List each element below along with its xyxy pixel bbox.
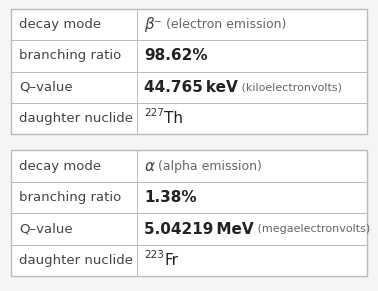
Text: Q–value: Q–value xyxy=(19,81,73,94)
Text: (electron emission): (electron emission) xyxy=(162,18,287,31)
Text: 5.04219 MeV: 5.04219 MeV xyxy=(144,221,254,237)
Text: branching ratio: branching ratio xyxy=(19,49,121,62)
Text: decay mode: decay mode xyxy=(19,160,101,173)
Text: decay mode: decay mode xyxy=(19,18,101,31)
Text: 223: 223 xyxy=(144,250,164,260)
Text: 44.765 keV: 44.765 keV xyxy=(144,80,238,95)
Text: 98.62%: 98.62% xyxy=(144,48,208,63)
Text: (kiloelectronvolts): (kiloelectronvolts) xyxy=(238,82,342,92)
Text: daughter nuclide: daughter nuclide xyxy=(19,254,133,267)
Bar xyxy=(11,9,367,134)
Text: (alpha emission): (alpha emission) xyxy=(154,160,262,173)
Text: Th: Th xyxy=(164,111,183,126)
Text: α: α xyxy=(144,159,154,174)
Text: (megaelectronvolts): (megaelectronvolts) xyxy=(254,224,370,234)
Text: 1.38%: 1.38% xyxy=(144,190,197,205)
Bar xyxy=(11,150,367,276)
Text: Q–value: Q–value xyxy=(19,223,73,235)
Text: daughter nuclide: daughter nuclide xyxy=(19,112,133,125)
Text: 227: 227 xyxy=(144,108,164,118)
Text: branching ratio: branching ratio xyxy=(19,191,121,204)
Text: β⁻: β⁻ xyxy=(144,17,162,32)
Text: Fr: Fr xyxy=(164,253,178,268)
